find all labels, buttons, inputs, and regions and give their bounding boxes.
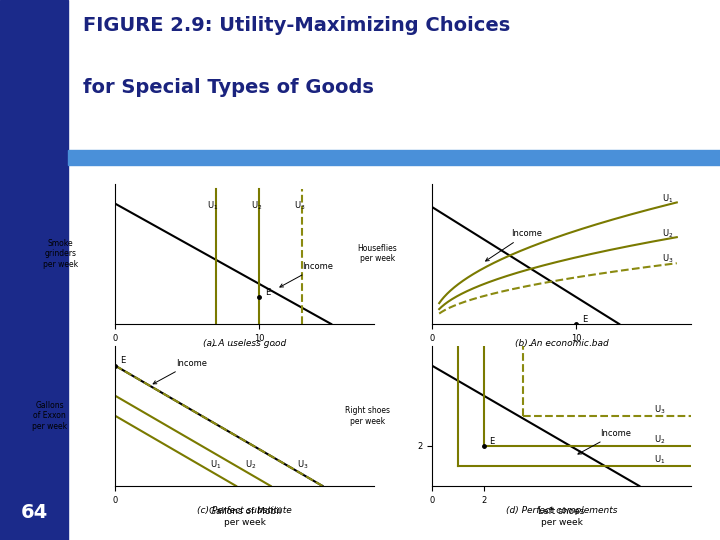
X-axis label: Left shoes
per week: Left shoes per week <box>539 508 585 527</box>
X-axis label: Gallons of Mobil
per week: Gallons of Mobil per week <box>209 508 281 527</box>
Text: Smoke
grinders
per week: Smoke grinders per week <box>43 239 78 269</box>
X-axis label: Food per week: Food per week <box>528 346 595 354</box>
Text: E: E <box>120 356 125 364</box>
Text: U$_2$: U$_2$ <box>654 434 666 447</box>
Text: U$_3$: U$_3$ <box>297 459 308 471</box>
Text: (b) An economic bad: (b) An economic bad <box>515 339 608 348</box>
Text: U$_1$: U$_1$ <box>210 459 222 471</box>
Text: U$_3$: U$_3$ <box>294 200 305 212</box>
Text: FIGURE 2.9: Utility-Maximizing Choices: FIGURE 2.9: Utility-Maximizing Choices <box>83 16 510 35</box>
Text: U$_3$: U$_3$ <box>654 404 666 416</box>
Text: 64: 64 <box>21 503 48 523</box>
Text: U$_2$: U$_2$ <box>251 200 262 212</box>
Text: U$_1$: U$_1$ <box>207 200 219 212</box>
Text: U$_3$: U$_3$ <box>662 253 674 266</box>
X-axis label: Food per week: Food per week <box>212 346 278 354</box>
Text: U$_1$: U$_1$ <box>654 454 666 467</box>
Text: for Special Types of Goods: for Special Types of Goods <box>83 78 374 97</box>
Text: Right shoes
per week: Right shoes per week <box>345 406 390 426</box>
Text: Income: Income <box>578 429 631 454</box>
Text: U$_1$: U$_1$ <box>662 192 674 205</box>
Text: Income: Income <box>280 262 333 287</box>
Text: U$_2$: U$_2$ <box>662 227 674 240</box>
Text: (a) A useless good: (a) A useless good <box>203 339 287 348</box>
Text: Income: Income <box>153 359 207 384</box>
Text: U$_2$: U$_2$ <box>245 459 256 471</box>
Text: (c) Perfect substitute: (c) Perfect substitute <box>197 506 292 515</box>
Text: Income: Income <box>485 230 542 261</box>
Text: E: E <box>489 437 494 446</box>
Text: (d) Perfect complements: (d) Perfect complements <box>506 506 617 515</box>
Text: Gallons
of Exxon
per week: Gallons of Exxon per week <box>32 401 67 431</box>
Text: E: E <box>265 288 270 297</box>
Text: E: E <box>582 315 587 323</box>
Text: Houseflies
per week: Houseflies per week <box>357 244 397 264</box>
